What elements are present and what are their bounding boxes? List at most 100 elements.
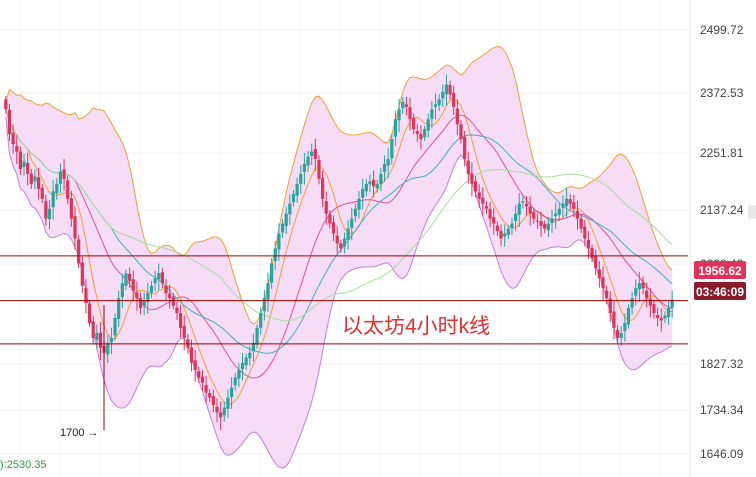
candle-body	[382, 163, 387, 172]
candle-body	[361, 188, 365, 198]
candle-body	[128, 273, 132, 281]
candle-body	[488, 209, 492, 219]
candle-body	[138, 298, 143, 309]
candle-body	[386, 159, 390, 166]
y-tick-label: 2499.72	[700, 23, 744, 37]
candle-body	[248, 352, 252, 359]
candle-body	[514, 213, 518, 222]
candle-body	[33, 176, 37, 182]
candle-body	[146, 293, 150, 303]
candle-body	[204, 385, 208, 393]
candle-body	[437, 99, 441, 106]
candle-body	[641, 282, 645, 289]
candle-body	[328, 214, 332, 224]
candle-body	[550, 218, 554, 224]
candle-body	[164, 285, 168, 294]
candle-body	[612, 311, 616, 328]
scroll-handle[interactable]	[748, 205, 756, 219]
candles	[4, 74, 674, 431]
candle-body	[91, 321, 95, 338]
candle-body	[200, 376, 205, 383]
candle-body	[270, 263, 274, 283]
y-axis[interactable]: 2499.722372.532251.812137.242028.491827.…	[700, 23, 744, 461]
candle-body	[62, 169, 66, 179]
candle-body	[15, 146, 19, 152]
candle-body	[208, 393, 212, 398]
candle-body	[142, 300, 146, 307]
candle-body	[364, 183, 368, 192]
candle-body	[554, 213, 558, 217]
ma-slow-line	[5, 109, 673, 322]
candle-body	[262, 298, 266, 312]
candle-body	[29, 173, 33, 184]
candle-body	[484, 206, 489, 209]
candle-body	[113, 318, 117, 336]
candle-body	[331, 222, 336, 234]
candle-body	[670, 299, 674, 308]
candle-body	[590, 247, 594, 259]
ma-fast-line	[5, 98, 673, 405]
candle-body	[157, 273, 161, 280]
candle-body	[95, 332, 99, 340]
low-marker: 1700 →	[60, 305, 105, 439]
candle-body	[120, 283, 124, 298]
candle-body	[452, 92, 456, 107]
low-marker-label: 1700 →	[60, 427, 99, 439]
candle-body	[7, 109, 12, 135]
countdown-label: 03:46:09	[696, 285, 744, 299]
candle-body	[310, 151, 314, 157]
candle-body	[193, 360, 197, 371]
candle-body	[564, 198, 569, 207]
candle-body	[277, 233, 281, 250]
candle-body	[557, 208, 561, 215]
candle-body	[346, 228, 350, 240]
chart-annotation: 以太坊4小时k线	[342, 315, 490, 338]
horizontal-levels	[0, 255, 688, 345]
candle-body	[608, 298, 612, 314]
candle-body	[109, 337, 114, 343]
candle-body	[546, 223, 550, 231]
candle-body	[503, 233, 507, 237]
candle-body	[124, 273, 128, 286]
candle-body	[98, 332, 103, 348]
candle-body	[335, 235, 339, 244]
candle-body	[506, 228, 510, 236]
candle-body	[572, 202, 576, 209]
candle-body	[168, 293, 172, 299]
candle-body	[419, 134, 423, 140]
candle-body	[295, 183, 299, 196]
candle-body	[237, 370, 241, 379]
y-tick-label: 1827.32	[700, 357, 744, 371]
candle-body	[40, 187, 44, 199]
y-tick-label: 1734.34	[700, 403, 744, 417]
candle-body	[583, 226, 587, 239]
y-tick-label: 2251.81	[700, 146, 744, 160]
candle-body	[273, 248, 277, 261]
candle-body	[339, 243, 343, 249]
candle-body	[321, 177, 325, 199]
candle-body	[106, 342, 110, 355]
candle-body	[601, 277, 605, 289]
candle-body	[459, 124, 463, 140]
candle-body	[393, 119, 398, 137]
candle-body	[579, 218, 583, 229]
candle-body	[189, 347, 194, 363]
candle-body	[412, 117, 416, 130]
candle-body	[470, 173, 474, 184]
candle-body	[251, 342, 256, 352]
candle-body	[415, 131, 419, 135]
candle-body	[117, 298, 121, 319]
candle-body	[586, 239, 591, 249]
candle-body	[626, 308, 631, 325]
candle-body	[524, 203, 529, 207]
candle-body	[73, 216, 77, 239]
candle-body	[219, 412, 223, 418]
y-tick-label: 2137.24	[700, 203, 744, 217]
candle-body	[80, 262, 84, 286]
candle-body	[463, 137, 467, 159]
candle-body	[84, 288, 88, 304]
candle-body	[18, 151, 22, 169]
candle-body	[375, 183, 379, 189]
candle-body	[222, 407, 226, 416]
candle-body	[517, 203, 521, 215]
